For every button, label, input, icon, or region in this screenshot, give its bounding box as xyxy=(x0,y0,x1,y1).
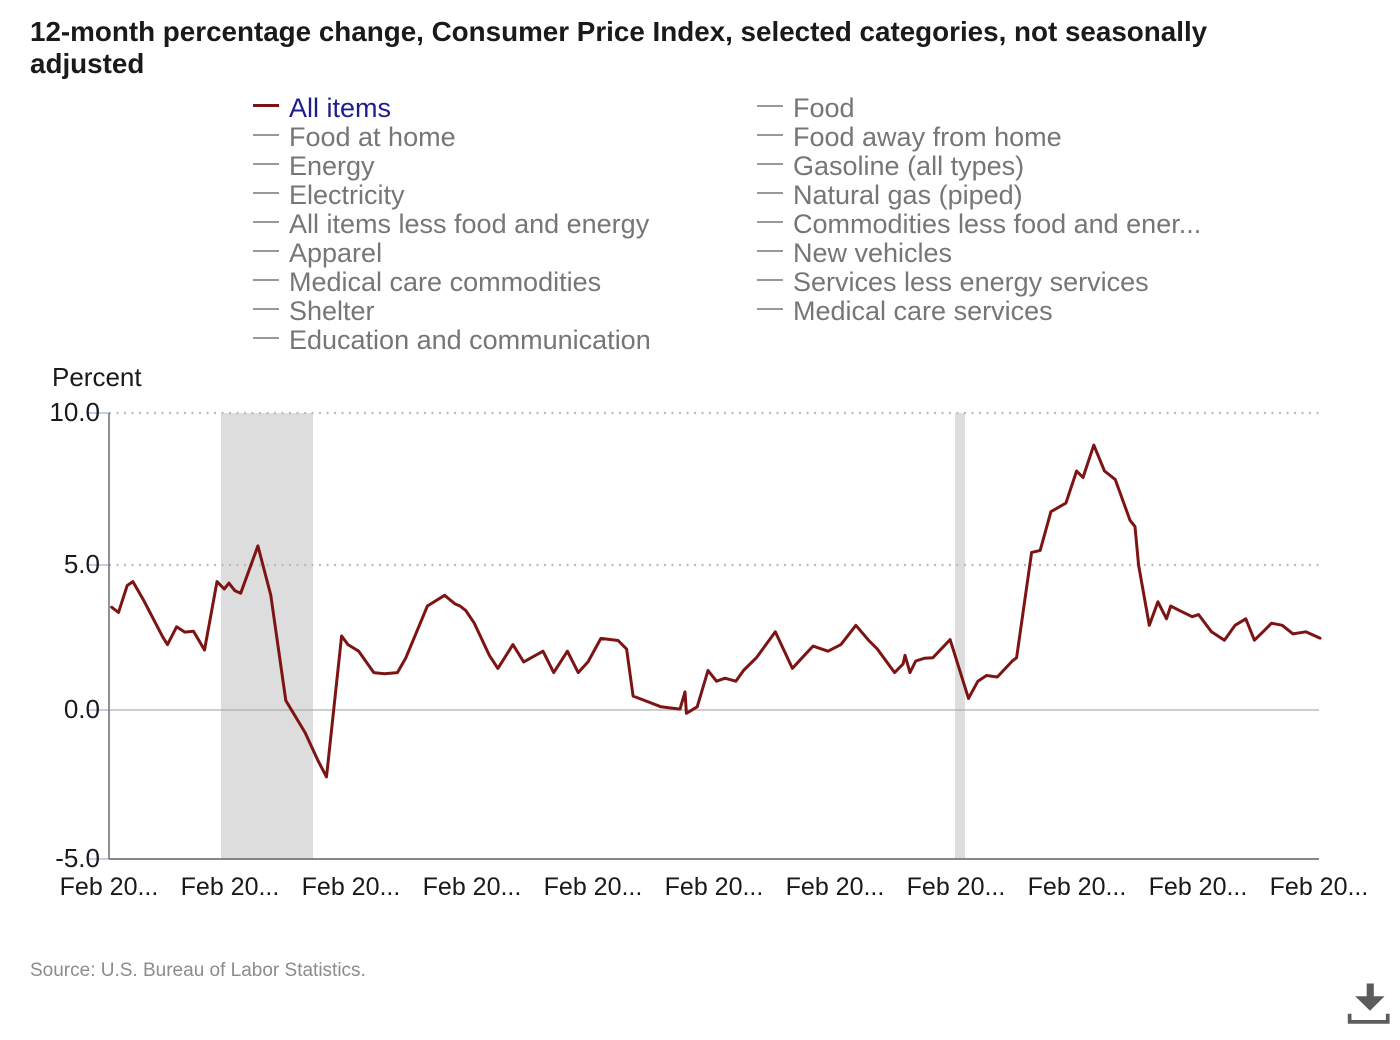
svg-text:-5.0: -5.0 xyxy=(55,843,100,873)
svg-text:5.0: 5.0 xyxy=(64,549,100,579)
svg-text:Feb 20...: Feb 20... xyxy=(1149,873,1248,901)
svg-text:Feb 20...: Feb 20... xyxy=(60,873,159,901)
svg-text:0.0: 0.0 xyxy=(64,694,100,724)
svg-text:Feb 20...: Feb 20... xyxy=(302,873,401,901)
svg-text:Feb 20...: Feb 20... xyxy=(1028,873,1127,901)
svg-text:Feb 20...: Feb 20... xyxy=(181,873,280,901)
svg-text:Feb 20...: Feb 20... xyxy=(423,873,522,901)
svg-text:Feb 20...: Feb 20... xyxy=(786,873,885,901)
svg-text:10.0: 10.0 xyxy=(49,397,100,427)
svg-text:Feb 20...: Feb 20... xyxy=(544,873,643,901)
svg-text:Feb 20...: Feb 20... xyxy=(665,873,764,901)
svg-text:Feb 20...: Feb 20... xyxy=(1270,873,1369,901)
svg-text:Feb 20...: Feb 20... xyxy=(907,873,1006,901)
